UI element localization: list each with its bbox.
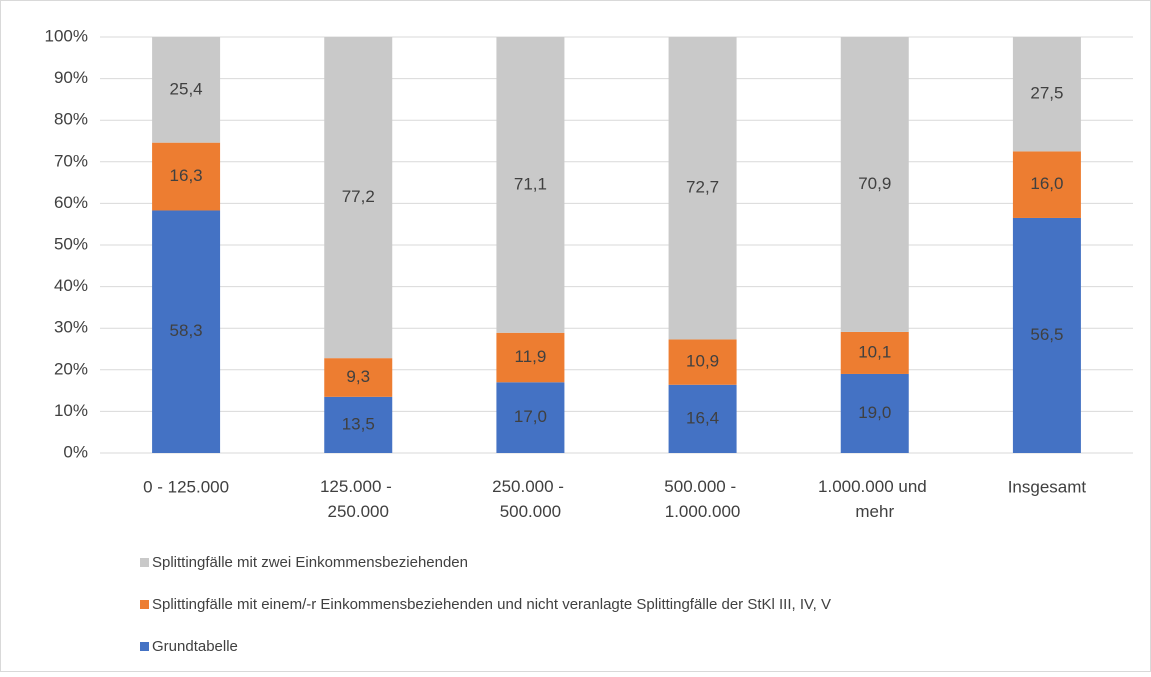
legend-label: Splittingfälle mit einem/-r Einkommensbe…: [152, 596, 831, 613]
data-label: 56,5: [1030, 325, 1063, 344]
y-tick-label: 50%: [54, 234, 88, 253]
bar-segment: [840, 373, 909, 453]
y-tick-label: 80%: [54, 110, 88, 129]
y-tick-label: 90%: [54, 68, 88, 87]
legend-swatch: [140, 642, 149, 651]
data-label: 19,0: [858, 403, 891, 422]
x-tick-label: 125.000 - 250.000: [320, 477, 397, 521]
y-tick-label: 30%: [54, 318, 88, 337]
bar-segment: [152, 37, 221, 143]
bar-segment: [1012, 151, 1081, 218]
data-label: 25,4: [170, 79, 203, 98]
data-label: 10,1: [858, 342, 891, 361]
data-label: 13,5: [342, 414, 375, 433]
data-label: 9,3: [346, 367, 370, 386]
data-label: 72,7: [686, 178, 719, 197]
bar-segment: [324, 396, 393, 453]
data-label: 71,1: [514, 174, 547, 193]
data-label: 16,3: [170, 166, 203, 185]
y-tick-label: 40%: [54, 276, 88, 295]
bar-segment: [840, 37, 909, 332]
legend-swatch: [140, 600, 149, 609]
data-label: 16,0: [1030, 174, 1063, 193]
x-tick-label: 0 - 125.000: [143, 477, 229, 496]
data-label: 27,5: [1030, 84, 1063, 103]
data-label: 58,3: [170, 321, 203, 340]
bar-segment: [668, 37, 737, 340]
y-tick-label: 0%: [63, 442, 88, 461]
data-label: 70,9: [858, 174, 891, 193]
bar-segment: [496, 332, 565, 383]
y-tick-label: 70%: [54, 151, 88, 170]
x-tick-label: 500.000 - 1.000.000: [664, 477, 741, 521]
x-tick-label: Insgesamt: [1008, 477, 1087, 496]
bar-segment: [1012, 37, 1081, 152]
legend-label: Splittingfälle mit zwei Einkommensbezieh…: [152, 554, 468, 571]
bar-segment: [496, 37, 565, 333]
bar-segment: [496, 382, 565, 453]
bar-segment: [152, 210, 221, 453]
data-label: 10,9: [686, 352, 719, 371]
bar-segment: [324, 37, 393, 359]
y-tick-label: 60%: [54, 193, 88, 212]
x-tick-label: 250.000 - 500.000: [492, 477, 569, 521]
bar-segment: [668, 384, 737, 453]
x-tick-label: 1.000.000 und mehr: [818, 477, 931, 521]
bar-segment: [840, 331, 909, 374]
data-label: 11,9: [515, 347, 547, 366]
bar-segment: [152, 142, 221, 211]
y-tick-label: 100%: [45, 26, 88, 45]
bar-segment: [1012, 217, 1081, 453]
bar-segment: [668, 339, 737, 385]
y-tick-label: 10%: [54, 401, 88, 420]
bar-segment: [324, 358, 393, 397]
data-label: 77,2: [342, 187, 375, 206]
data-label: 16,4: [686, 408, 719, 427]
legend-label: Grundtabelle: [152, 638, 238, 655]
data-label: 17,0: [514, 407, 547, 426]
y-tick-label: 20%: [54, 359, 88, 378]
legend-swatch: [140, 558, 149, 567]
